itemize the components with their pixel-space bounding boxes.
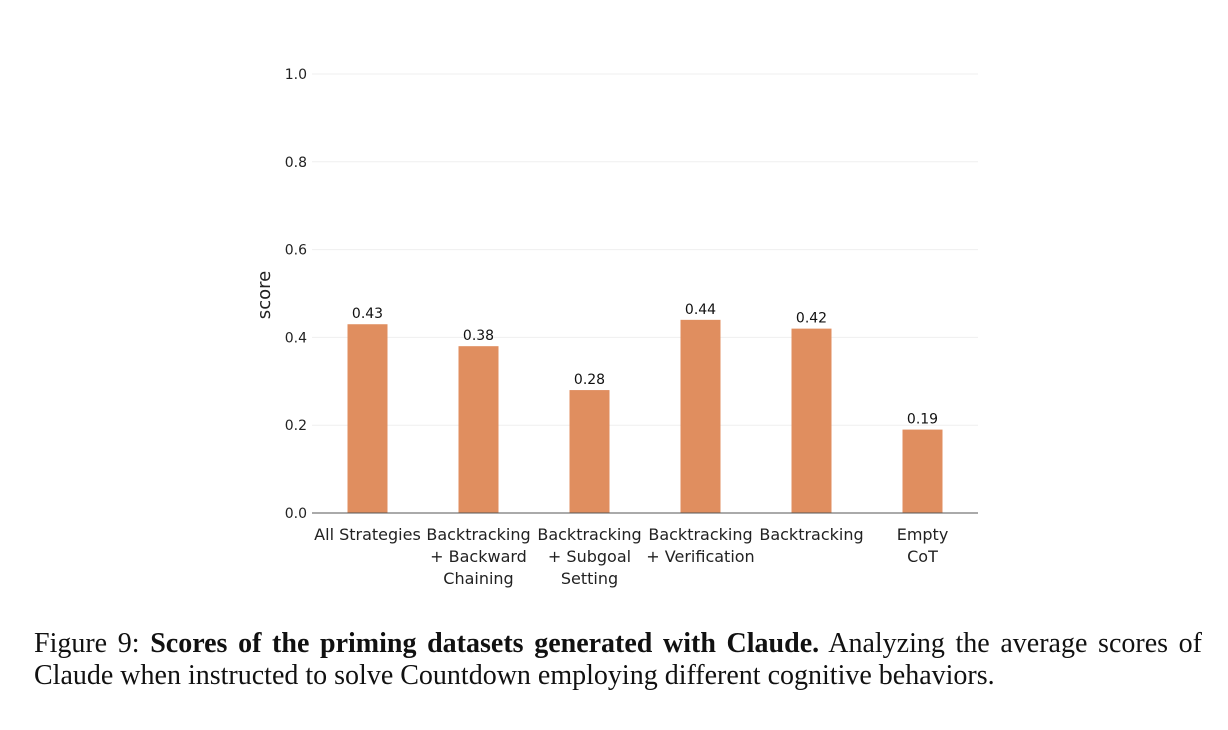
- x-tick-label: + Verification: [646, 547, 754, 566]
- bars: [347, 319, 943, 513]
- x-tick-label: Setting: [561, 569, 618, 588]
- x-tick-label: All Strategies: [314, 525, 421, 544]
- y-tick-label: 0.2: [285, 418, 307, 434]
- data-label: 0.43: [352, 306, 383, 322]
- y-tick-label: 0.6: [285, 243, 307, 259]
- bar: [902, 429, 943, 513]
- y-tick-label: 0.8: [285, 155, 307, 171]
- bar: [680, 319, 721, 513]
- y-tick-labels: 0.0 0.2 0.4 0.6 0.8 1.0: [285, 67, 307, 522]
- data-label: 0.42: [796, 311, 827, 327]
- figure-label: Figure 9:: [34, 628, 140, 659]
- data-label: 0.19: [907, 412, 938, 428]
- y-tick-label: 1.0: [285, 67, 307, 83]
- bar: [347, 324, 388, 513]
- data-label: 0.44: [685, 302, 716, 318]
- gridlines: [312, 73, 978, 426]
- x-tick-label: Empty: [897, 525, 949, 544]
- caption-bold-title: Scores of the priming datasets generated…: [150, 628, 820, 659]
- x-tick-label: Backtracking: [648, 525, 752, 544]
- data-label: 0.38: [463, 328, 494, 344]
- bar: [569, 390, 610, 513]
- bar: [791, 328, 832, 513]
- x-tick-label: CoT: [907, 547, 938, 566]
- caption-text: Analyzing the average scores of Claude w…: [34, 628, 1202, 691]
- bar-chart: 0.00.20.40.60.81.0 0.430.380.280.440.420…: [254, 67, 978, 588]
- x-tick-label: + Backward: [430, 547, 527, 566]
- x-tick-label: Backtracking: [759, 525, 863, 544]
- y-tick-label: 0.4: [285, 330, 307, 346]
- y-axis-title: score: [254, 271, 275, 319]
- x-tick-label: + Subgoal: [548, 547, 631, 566]
- x-tick-label: Backtracking: [537, 525, 641, 544]
- y-tick-label: 0.0: [285, 506, 307, 522]
- x-tick-label: Backtracking: [426, 525, 530, 544]
- x-tick-label: Chaining: [443, 569, 513, 588]
- bar: [458, 346, 499, 513]
- data-labels: 0.43 0.38 0.28 0.44 0.42 0.19: [352, 302, 938, 428]
- x-tick-labels: All Strategies Backtracking + Backward Chai…: [314, 525, 948, 588]
- figure-caption: Figure 9: Scores of the priming datasets…: [34, 628, 1202, 692]
- data-label: 0.28: [574, 372, 605, 388]
